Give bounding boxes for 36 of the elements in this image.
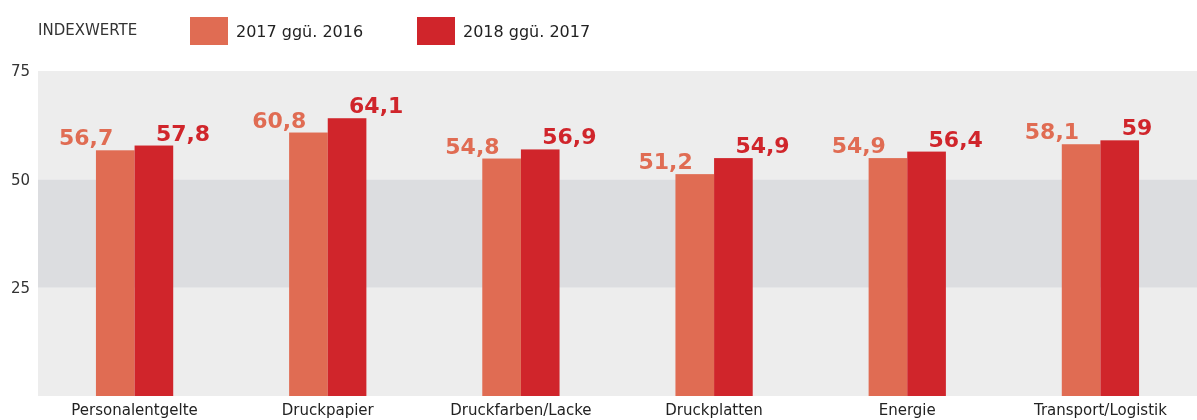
- legend-title: INDEXWERTE: [38, 21, 138, 40]
- data-label: 56,4: [928, 126, 983, 152]
- x-tick-label: Druckpapier: [281, 401, 375, 419]
- bar: [714, 158, 753, 396]
- x-tick-label: Druckfarben/Lacke: [450, 401, 592, 419]
- legend-label: 2017 ggü. 2016: [236, 21, 364, 41]
- bar: [675, 174, 715, 396]
- data-label: 60,8: [252, 107, 307, 133]
- x-tick-label: Transport/Logistik: [1032, 401, 1168, 419]
- bar: [1100, 140, 1140, 396]
- data-label: 59: [1121, 115, 1153, 141]
- x-tick-label: Personalentgelte: [71, 401, 198, 419]
- y-tick-label: 25: [10, 278, 30, 297]
- x-tick-label: Druckplatten: [665, 401, 763, 419]
- bar: [1061, 144, 1101, 396]
- x-tick-label: Energie: [878, 401, 936, 419]
- y-tick-label: 75: [10, 62, 30, 81]
- bar: [289, 132, 328, 396]
- data-label: 56,9: [542, 124, 597, 150]
- bar: [482, 158, 521, 396]
- data-label: 64,1: [349, 93, 404, 119]
- data-label: 54,9: [735, 133, 790, 159]
- data-label: 54,8: [445, 133, 500, 159]
- bar: [95, 150, 135, 396]
- data-label: 57,8: [155, 120, 211, 146]
- legend-label: 2018 ggü. 2017: [463, 21, 591, 41]
- y-tick-label: 50: [10, 170, 30, 189]
- bar: [907, 151, 946, 396]
- data-label: 54,9: [831, 133, 886, 159]
- data-label: 51,2: [638, 149, 693, 175]
- data-label: 58,1: [1024, 119, 1080, 145]
- bar: [134, 145, 174, 396]
- bar: [327, 118, 367, 396]
- data-label: 56,7: [58, 125, 114, 151]
- bar: [520, 149, 560, 396]
- bar: [868, 158, 908, 396]
